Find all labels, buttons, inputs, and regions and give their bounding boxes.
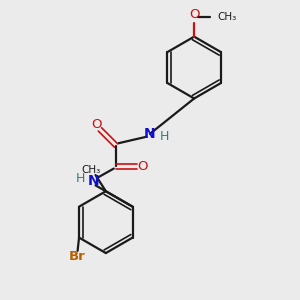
Text: Br: Br	[69, 250, 86, 263]
Text: CH₃: CH₃	[81, 165, 100, 175]
Text: H: H	[76, 172, 86, 185]
Text: N: N	[144, 127, 156, 141]
Text: N: N	[88, 174, 100, 188]
Text: O: O	[137, 160, 147, 173]
Text: H: H	[159, 130, 169, 143]
Text: O: O	[189, 8, 200, 21]
Text: CH₃: CH₃	[218, 12, 237, 22]
Text: O: O	[92, 118, 102, 130]
